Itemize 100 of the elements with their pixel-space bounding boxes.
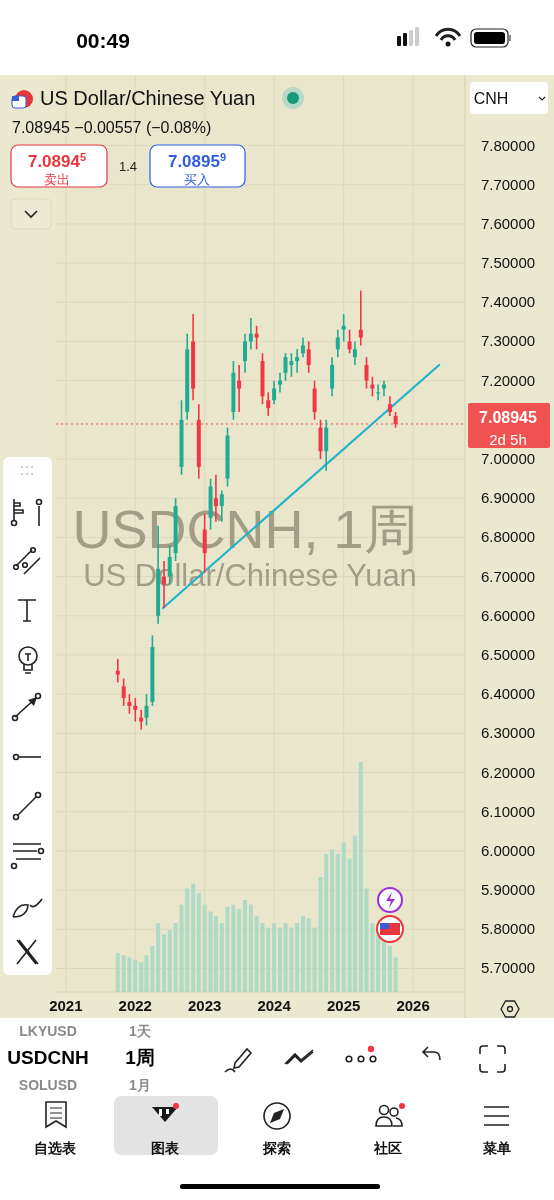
text: 00:49: [76, 29, 130, 52]
y-tick-label: 6.80000: [480, 528, 536, 546]
text: USDCNH: [7, 1047, 89, 1068]
bar: [277, 927, 282, 992]
text: 探索: [262, 1140, 291, 1156]
text: 1天: [129, 1023, 152, 1039]
bar: [191, 883, 196, 992]
y-tick-label: 6.20000: [480, 763, 536, 781]
text: LKYUSD: [19, 1023, 77, 1039]
bar: [202, 904, 207, 992]
text: US Dollar/Chinese Yuan: [40, 87, 256, 109]
bar: [266, 927, 271, 992]
candlestick: [127, 693, 132, 715]
ref-line-label: 7.08945: [479, 408, 538, 426]
y-tick-label: 7.50000: [480, 254, 536, 272]
candlestick: [387, 395, 392, 417]
bar: [330, 849, 335, 992]
bar: [324, 854, 329, 992]
candlestick: [341, 313, 346, 343]
candlestick: [324, 419, 329, 472]
annotation: 1.4: [118, 159, 138, 174]
y-tick-label: 6.90000: [480, 489, 536, 507]
bar: [295, 923, 300, 992]
x-tick-label: 2022: [118, 997, 152, 1014]
bar: [139, 962, 144, 992]
y-tick-label: 5.90000: [480, 881, 536, 899]
candlestick: [237, 364, 242, 413]
y-tick-label: 7.70000: [480, 175, 536, 193]
bar: [376, 934, 381, 992]
bar: [196, 893, 201, 992]
annotation: 卖出: [44, 172, 70, 187]
x-tick-label: 2024: [257, 997, 292, 1014]
bar: [213, 916, 218, 992]
bar: [133, 959, 138, 992]
x-tick-label: 2025: [327, 997, 361, 1014]
candlestick: [306, 340, 311, 374]
candlestick: [139, 709, 144, 731]
candlestick: [133, 697, 138, 723]
x-tick-label: 2023: [188, 997, 222, 1014]
bar: [306, 918, 311, 992]
candlestick: [364, 356, 369, 390]
y-tick-label: 7.30000: [480, 332, 536, 350]
bar: [382, 941, 386, 992]
candlestick: [347, 328, 352, 355]
candlestick: [312, 379, 317, 421]
bar: [358, 762, 363, 992]
candlestick: [358, 289, 363, 347]
text: 自选表: [34, 1140, 77, 1156]
candlestick: [248, 317, 253, 351]
text: 菜单: [482, 1140, 511, 1156]
y-tick-label: 6.00000: [480, 841, 536, 859]
candlestick: [266, 391, 271, 417]
text: 1月: [129, 1077, 151, 1093]
candlestick: [330, 356, 335, 398]
y-tick-label: 6.30000: [480, 724, 536, 742]
candlestick: [352, 340, 357, 366]
candlestick: [318, 419, 323, 460]
annotation: 7.0895$^{9}$: [167, 151, 227, 171]
bar: [243, 900, 247, 992]
x-tick-label: 2026: [396, 997, 430, 1014]
bar: [162, 934, 166, 992]
bar: [237, 909, 242, 992]
bar: [167, 929, 172, 992]
y-tick-label: 6.10000: [480, 802, 536, 820]
y-tick-label: 6.60000: [480, 606, 536, 624]
candlestick: [115, 658, 120, 684]
bar: [219, 923, 224, 992]
y-tick-label: 6.50000: [480, 645, 536, 663]
candlestick: [144, 693, 149, 727]
bar: [301, 916, 305, 992]
candlestick: [243, 332, 247, 374]
candlestick: [335, 328, 340, 358]
bar: [393, 957, 398, 992]
candlestick: [277, 372, 282, 394]
y-tick-label: 6.70000: [480, 567, 536, 585]
bar: [185, 888, 190, 992]
annotation: 买入: [184, 172, 210, 187]
text: 社区: [373, 1140, 402, 1156]
bar: [272, 923, 277, 992]
candlestick: [301, 336, 305, 358]
bar: [248, 904, 253, 992]
bar: [115, 952, 120, 992]
bar: [341, 842, 346, 992]
y-tick-label: 7.20000: [480, 371, 536, 389]
candlestick: [254, 325, 259, 351]
candlestick: [272, 379, 277, 405]
candlestick: [370, 375, 375, 398]
annotation: 7.0894$^{5}$: [27, 151, 87, 171]
bar: [387, 946, 392, 992]
candlestick: [376, 383, 381, 402]
y-tick-label: 5.80000: [480, 920, 536, 938]
text: 7.08945 −0.00557 (−0.08%): [12, 119, 212, 136]
y-tick-label: 7.80000: [480, 136, 536, 154]
bar: [352, 835, 357, 992]
candlestick: [121, 677, 126, 707]
text: 1周: [125, 1047, 155, 1068]
y-tick-label: 5.70000: [480, 959, 536, 977]
y-tick-label: 7.40000: [480, 293, 536, 311]
y-tick-label: 6.40000: [480, 685, 536, 703]
candlestick: [295, 348, 300, 374]
